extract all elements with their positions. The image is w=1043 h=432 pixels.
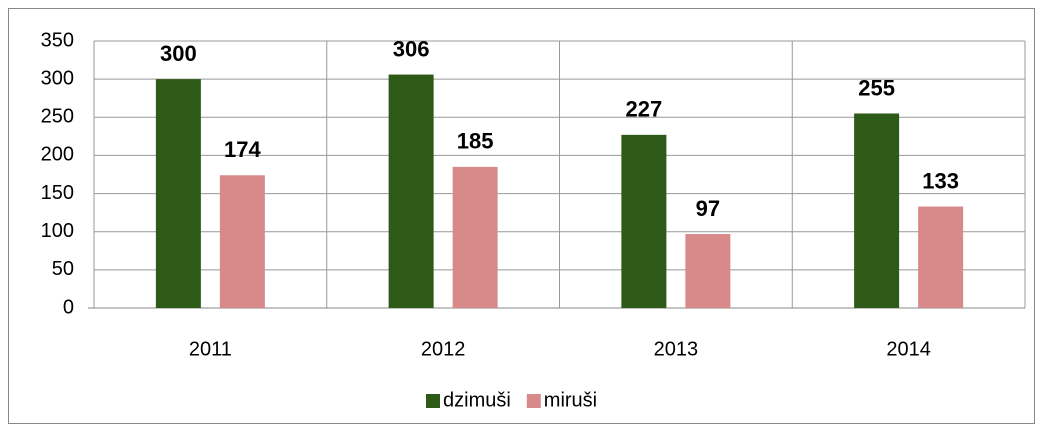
y-tick-label: 250 [41, 106, 74, 128]
value-label: 227 [626, 97, 663, 122]
value-label: 97 [696, 196, 720, 221]
y-tick-label: 200 [41, 144, 74, 166]
value-label: 185 [457, 129, 494, 154]
bar [388, 74, 434, 309]
y-tick-label: 150 [41, 182, 74, 204]
bar [219, 175, 265, 308]
value-label: 255 [858, 75, 895, 100]
bar [155, 79, 201, 309]
x-tick-label: 2013 [654, 338, 699, 360]
value-label: 300 [160, 41, 197, 66]
value-label: 174 [224, 137, 261, 162]
x-tick-label: 2011 [189, 338, 232, 360]
bar [452, 166, 498, 308]
value-label: 133 [922, 168, 959, 193]
bar [918, 206, 964, 308]
bar [621, 134, 667, 308]
bar [854, 113, 900, 308]
y-tick-label: 350 [41, 29, 74, 51]
y-tick-label: 300 [41, 67, 74, 89]
x-tick-label: 2012 [421, 338, 466, 360]
legend-label: dzimuši [443, 389, 511, 411]
bar [685, 234, 731, 308]
value-label: 306 [393, 36, 430, 61]
legend-swatch [426, 394, 440, 408]
x-tick-label: 2014 [886, 338, 931, 360]
y-tick-label: 100 [41, 220, 74, 242]
legend-label: miruši [544, 389, 597, 411]
y-tick-label: 50 [52, 258, 74, 280]
legend-swatch [526, 394, 541, 408]
y-tick-label: 0 [63, 296, 74, 318]
